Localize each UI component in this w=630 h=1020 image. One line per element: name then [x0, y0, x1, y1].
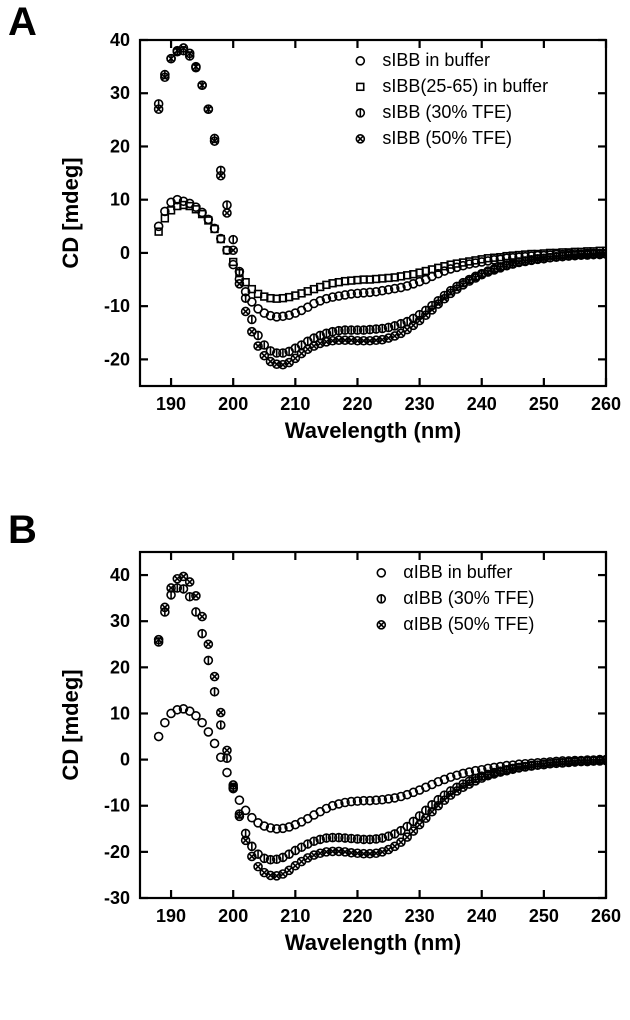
svg-text:-30: -30 [104, 888, 130, 908]
svg-text:190: 190 [156, 394, 186, 414]
svg-text:0: 0 [120, 243, 130, 263]
svg-text:30: 30 [110, 83, 130, 103]
svg-text:0: 0 [120, 750, 130, 770]
svg-text:10: 10 [110, 703, 130, 723]
svg-text:220: 220 [342, 906, 372, 926]
svg-text:-20: -20 [104, 842, 130, 862]
svg-text:240: 240 [467, 906, 497, 926]
svg-text:40: 40 [110, 30, 130, 50]
svg-text:sIBB(25-65) in buffer: sIBB(25-65) in buffer [382, 76, 548, 96]
svg-text:250: 250 [529, 906, 559, 926]
svg-text:-10: -10 [104, 296, 130, 316]
svg-text:Wavelength (nm): Wavelength (nm) [285, 930, 461, 955]
svg-text:240: 240 [467, 394, 497, 414]
svg-text:260: 260 [591, 394, 621, 414]
svg-text:10: 10 [110, 190, 130, 210]
svg-text:sIBB (30% TFE): sIBB (30% TFE) [382, 102, 512, 122]
svg-text:-10: -10 [104, 796, 130, 816]
svg-text:sIBB in buffer: sIBB in buffer [382, 50, 490, 70]
svg-text:260: 260 [591, 906, 621, 926]
svg-text:αIBB (30% TFE): αIBB (30% TFE) [403, 588, 534, 608]
svg-text:αIBB (50% TFE): αIBB (50% TFE) [403, 614, 534, 634]
svg-text:CD [mdeg]: CD [mdeg] [58, 157, 83, 268]
panel-A-label: A [8, 0, 37, 45]
chart-A-svg: 190 200 210 220 230 240 250 260 -20 -10 0 10 20 30 40 W… [48, 18, 623, 450]
svg-text:190: 190 [156, 906, 186, 926]
svg-text:210: 210 [280, 394, 310, 414]
svg-text:sIBB (50% TFE): sIBB (50% TFE) [382, 128, 512, 148]
svg-text:40: 40 [110, 565, 130, 585]
svg-text:-20: -20 [104, 349, 130, 369]
panel-A: 190 200 210 220 230 240 250 260 -20 -10 0 10 20 30 40 W… [48, 18, 623, 450]
figure-page: A 190200210220230240250260-20-1001020304… [0, 0, 630, 1020]
svg-text:230: 230 [405, 394, 435, 414]
svg-text:Wavelength (nm): Wavelength (nm) [285, 418, 461, 443]
svg-text:30: 30 [110, 611, 130, 631]
svg-text:αIBB in buffer: αIBB in buffer [403, 562, 512, 582]
svg-text:20: 20 [110, 657, 130, 677]
svg-text:210: 210 [280, 906, 310, 926]
svg-text:220: 220 [342, 394, 372, 414]
panel-B: 190 200 210 220 230 240 250 260 -30 -20 -10 0 10 20 30… [48, 530, 623, 962]
svg-text:200: 200 [218, 906, 248, 926]
svg-text:230: 230 [405, 906, 435, 926]
svg-text:200: 200 [218, 394, 248, 414]
panel-B-label: B [8, 508, 37, 553]
svg-text:CD [mdeg]: CD [mdeg] [58, 669, 83, 780]
svg-text:20: 20 [110, 136, 130, 156]
chart-B-svg: 190 200 210 220 230 240 250 260 -30 -20 -10 0 10 20 30… [48, 530, 623, 962]
svg-text:250: 250 [529, 394, 559, 414]
